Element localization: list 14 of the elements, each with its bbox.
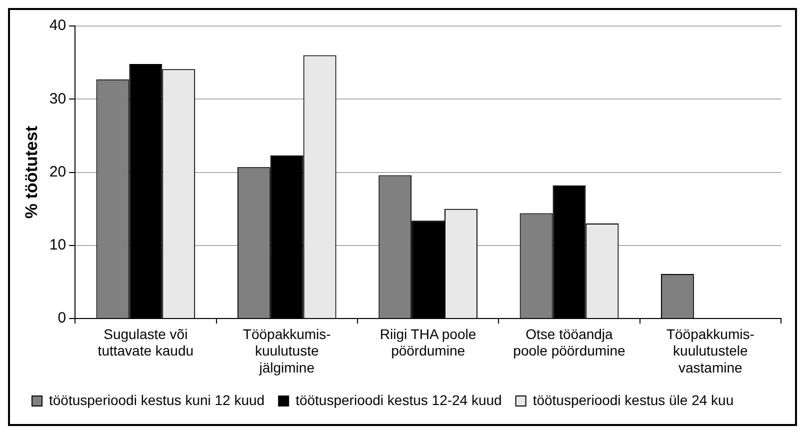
x-tick-label: Sugulaste või tuttavate kaudu <box>98 326 194 359</box>
y-tick-label: 0 <box>58 310 66 327</box>
legend-label: töötusperioodi kestus üle 24 kuu <box>532 392 734 408</box>
y-tick-label: 10 <box>49 236 66 254</box>
y-tick-label: 30 <box>49 90 66 108</box>
x-tick-label: Otse tööandja poole pöördumine <box>513 326 626 359</box>
x-tick-label: Tööpakkumis-kuulutustele vastamine <box>666 326 755 376</box>
x-tick-label: Riigi THA poole pöördumine <box>380 326 476 359</box>
y-axis-title: % töötutest <box>22 126 41 219</box>
legend-label: töötusperioodi kestus 12-24 kuud <box>296 392 502 408</box>
y-tick-label: 20 <box>49 163 66 180</box>
legend-label: töötusperioodi kestus kuni 12 kuud <box>49 392 265 408</box>
x-tick-label: Tööpakkumis-kuulutuste jälgimine <box>242 326 332 376</box>
y-tick-label: 40 <box>49 17 66 34</box>
